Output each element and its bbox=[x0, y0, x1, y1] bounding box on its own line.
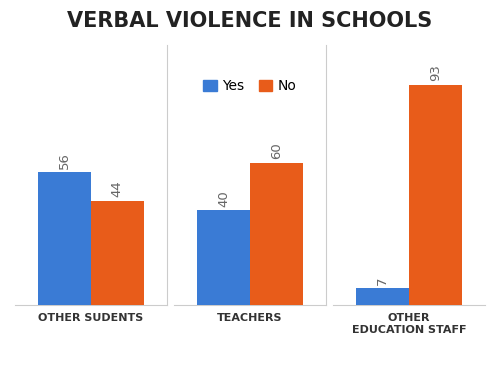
Text: 7: 7 bbox=[376, 276, 389, 285]
Text: 44: 44 bbox=[111, 180, 124, 197]
Bar bbox=[409, 85, 463, 305]
Text: 56: 56 bbox=[58, 152, 71, 169]
Text: 40: 40 bbox=[217, 190, 230, 207]
Bar bbox=[38, 173, 91, 305]
Bar bbox=[356, 288, 409, 305]
Bar bbox=[250, 163, 303, 305]
Bar bbox=[197, 210, 250, 305]
Legend: Yes, No: Yes, No bbox=[198, 74, 302, 99]
Text: 60: 60 bbox=[270, 143, 283, 160]
Text: VERBAL VIOLENCE IN SCHOOLS: VERBAL VIOLENCE IN SCHOOLS bbox=[68, 11, 432, 31]
Text: 93: 93 bbox=[429, 64, 442, 81]
Bar bbox=[91, 201, 144, 305]
